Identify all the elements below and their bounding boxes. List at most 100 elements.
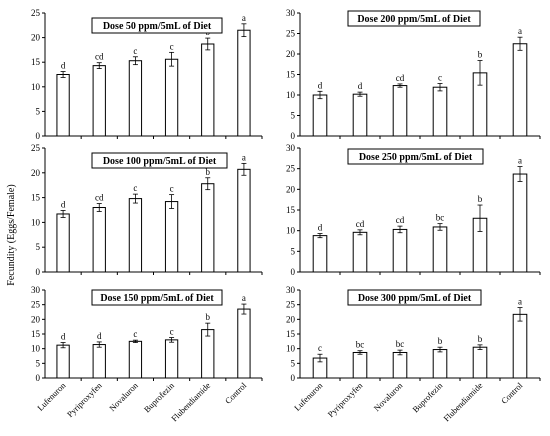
y-tick-label: 30 bbox=[286, 285, 296, 295]
bar bbox=[352, 93, 368, 137]
bar bbox=[92, 344, 106, 379]
chart-title-box bbox=[91, 17, 223, 34]
bar bbox=[432, 86, 448, 137]
significance-letter: d bbox=[318, 223, 323, 233]
y-tick-label: 5 bbox=[36, 106, 41, 116]
y-tick-label: 5 bbox=[36, 358, 41, 368]
y-tick-label: 10 bbox=[31, 344, 41, 354]
bar bbox=[237, 308, 251, 379]
bar bbox=[56, 213, 70, 273]
chart-title: Dose 200 ppm/5mL of Diet bbox=[357, 14, 471, 25]
significance-letter: cd bbox=[95, 52, 104, 62]
y-tick-label: 15 bbox=[286, 205, 296, 215]
y-tick-label: 0 bbox=[291, 267, 296, 277]
y-tick-label: 15 bbox=[286, 70, 296, 80]
bar bbox=[472, 346, 488, 379]
significance-letter: c bbox=[170, 41, 174, 51]
significance-letter: a bbox=[518, 156, 522, 166]
y-tick-label: 20 bbox=[286, 314, 296, 324]
bar bbox=[312, 94, 328, 137]
significance-letter: a bbox=[518, 26, 522, 36]
bar bbox=[512, 313, 528, 379]
significance-letter: cd bbox=[396, 73, 405, 83]
y-tick-label: 5 bbox=[291, 111, 296, 121]
y-tick-label: 25 bbox=[31, 143, 41, 153]
bar bbox=[352, 351, 368, 379]
y-tick-label: 10 bbox=[286, 90, 296, 100]
y-tick-label: 5 bbox=[291, 246, 296, 256]
chart-title: Dose 300 ppm/5mL of Diet bbox=[358, 293, 472, 304]
bar bbox=[56, 344, 70, 379]
significance-letter: b bbox=[478, 334, 483, 344]
significance-letter: a bbox=[242, 13, 246, 23]
significance-letter: d bbox=[61, 199, 66, 209]
bar bbox=[432, 226, 448, 273]
y-tick-label: 0 bbox=[291, 131, 296, 141]
chart-title-box bbox=[347, 289, 482, 306]
y-tick-label: 25 bbox=[31, 300, 41, 310]
y-tick-label: 10 bbox=[286, 226, 296, 236]
chart-title-box bbox=[91, 152, 228, 169]
bar bbox=[237, 29, 251, 137]
bar bbox=[237, 168, 251, 273]
chart-panel-5: 0 5 10 15 20 25 30 d d c c b a Dose 150 ppm/5mL of Di… bbox=[31, 285, 263, 423]
significance-letter: cd bbox=[396, 215, 405, 225]
y-tick-label: 20 bbox=[31, 314, 41, 324]
chart-panel-3: 0 5 10 15 20 25 d cd c c b a Dose 100 ppm/5mL of Die… bbox=[31, 143, 263, 277]
chart-panel-6: 0 5 10 15 20 25 30 c bc bc b b a Dose 300 ppm/5mL of … bbox=[286, 285, 541, 423]
y-tick-label: 20 bbox=[286, 184, 296, 194]
significance-letter: b bbox=[478, 50, 483, 60]
bar bbox=[512, 43, 528, 137]
bar bbox=[392, 228, 408, 273]
x-category-label: Buprofezin bbox=[142, 380, 177, 415]
y-tick-label: 0 bbox=[36, 267, 41, 277]
y-tick-label: 10 bbox=[286, 344, 296, 354]
significance-letter: b bbox=[206, 312, 211, 322]
y-tick-label: 10 bbox=[31, 217, 41, 227]
chart-panel-4: 0 5 10 15 20 25 30 d cd cd bc b a Dose 250 ppm/5mL of… bbox=[286, 143, 541, 277]
bar bbox=[432, 349, 448, 379]
y-tick-label: 0 bbox=[36, 373, 41, 383]
y-tick-label: 0 bbox=[291, 373, 296, 383]
chart-title-box bbox=[347, 148, 484, 165]
y-tick-label: 20 bbox=[31, 33, 41, 43]
x-category-label: Flubendiamide bbox=[441, 380, 484, 423]
bar bbox=[201, 329, 215, 379]
x-category-label: Flubendiamide bbox=[169, 380, 212, 423]
significance-letter: d bbox=[97, 331, 102, 341]
bar bbox=[312, 235, 328, 273]
x-category-label: Control bbox=[223, 380, 249, 406]
significance-letter: d bbox=[61, 61, 66, 71]
chart-title: Dose 150 ppm/5mL of Diet bbox=[100, 293, 214, 304]
significance-letter: cd bbox=[95, 193, 104, 203]
significance-letter: b bbox=[478, 194, 483, 204]
chart-panel-2: 0 5 10 15 20 25 30 d d cd c b a Dose 200 ppm/5mL of D… bbox=[286, 8, 541, 141]
significance-letter: bc bbox=[356, 340, 365, 350]
y-tick-label: 25 bbox=[286, 164, 296, 174]
bar bbox=[164, 339, 179, 379]
bar bbox=[128, 198, 143, 273]
x-category-label: Buprofezin bbox=[410, 380, 445, 415]
bar bbox=[512, 173, 528, 273]
y-tick-label: 30 bbox=[31, 285, 41, 295]
significance-letter: c bbox=[133, 329, 137, 339]
significance-letter: c bbox=[438, 73, 442, 83]
y-tick-label: 25 bbox=[286, 29, 296, 39]
y-tick-label: 20 bbox=[31, 168, 41, 178]
y-tick-label: 15 bbox=[31, 329, 41, 339]
bar bbox=[392, 351, 408, 379]
significance-letter: b bbox=[206, 167, 211, 177]
bar bbox=[201, 183, 215, 273]
y-tick-label: 30 bbox=[286, 143, 296, 153]
chart-title: Dose 50 ppm/5mL of Diet bbox=[103, 21, 212, 32]
x-category-label: Lufenuron bbox=[292, 380, 325, 413]
significance-letter: d bbox=[61, 332, 66, 342]
significance-letter: bc bbox=[396, 339, 405, 349]
bar bbox=[392, 85, 408, 137]
significance-letter: a bbox=[518, 297, 522, 307]
x-category-label: Control bbox=[499, 380, 525, 406]
bar bbox=[92, 207, 106, 273]
y-tick-label: 25 bbox=[31, 8, 41, 18]
x-category-label: Pyriproxyfen bbox=[326, 380, 365, 419]
